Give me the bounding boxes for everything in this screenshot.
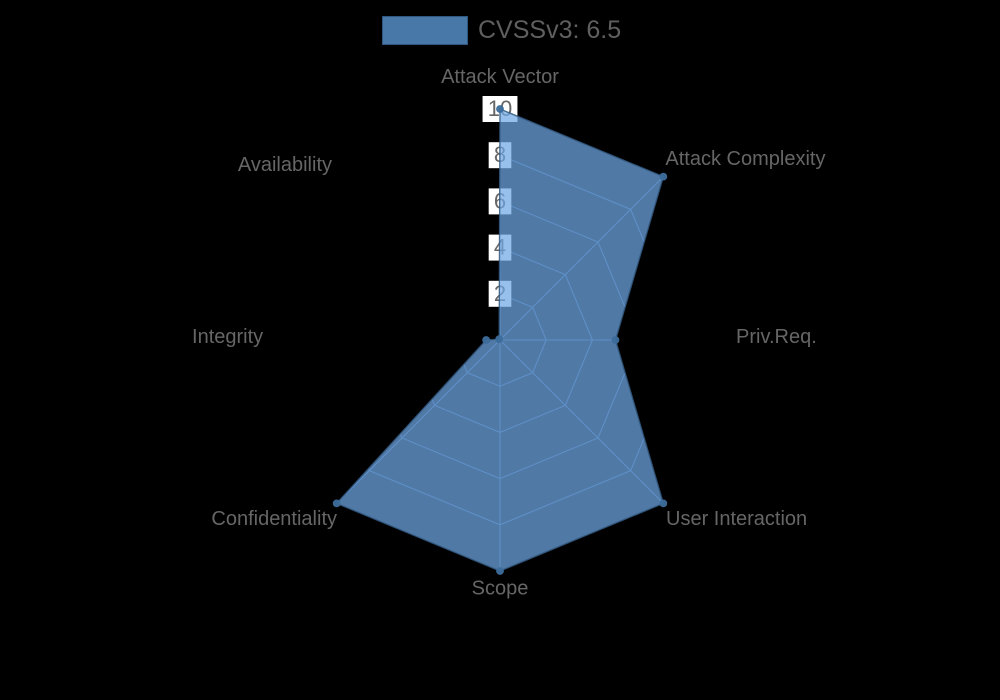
- svg-text:Scope: Scope: [472, 578, 529, 600]
- svg-text:Integrity: Integrity: [192, 326, 263, 348]
- svg-text:User Interaction: User Interaction: [666, 508, 807, 530]
- svg-text:Attack Complexity: Attack Complexity: [665, 148, 825, 170]
- svg-text:Attack Vector: Attack Vector: [441, 66, 559, 88]
- svg-text:Priv.Req.: Priv.Req.: [736, 326, 817, 348]
- svg-text:Availability: Availability: [238, 154, 332, 176]
- svg-text:Confidentiality: Confidentiality: [211, 508, 337, 530]
